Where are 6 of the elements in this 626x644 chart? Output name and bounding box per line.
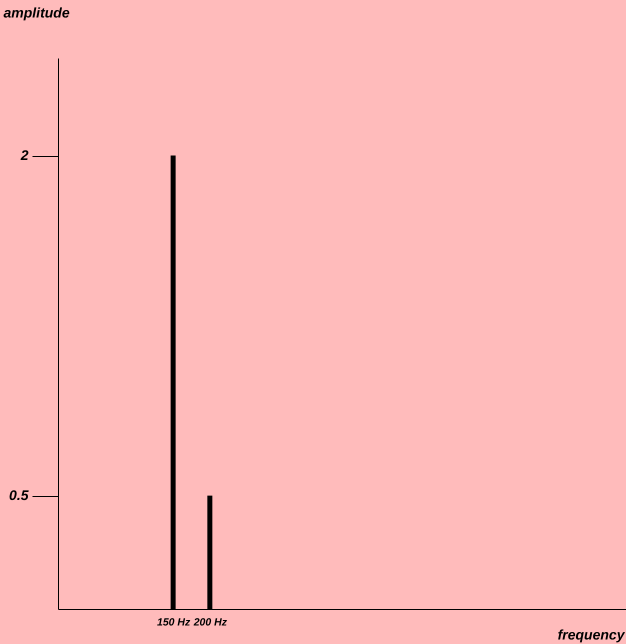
x-tick-label: 150 Hz [156,616,192,628]
y-tick-label: 0.5 [9,487,29,504]
y-axis-title: amplitude [4,4,70,20]
y-tick-label: 2 [20,147,29,163]
x-tick-label: 200 Hz [192,616,228,628]
x-axis-title: frequency [558,626,626,642]
